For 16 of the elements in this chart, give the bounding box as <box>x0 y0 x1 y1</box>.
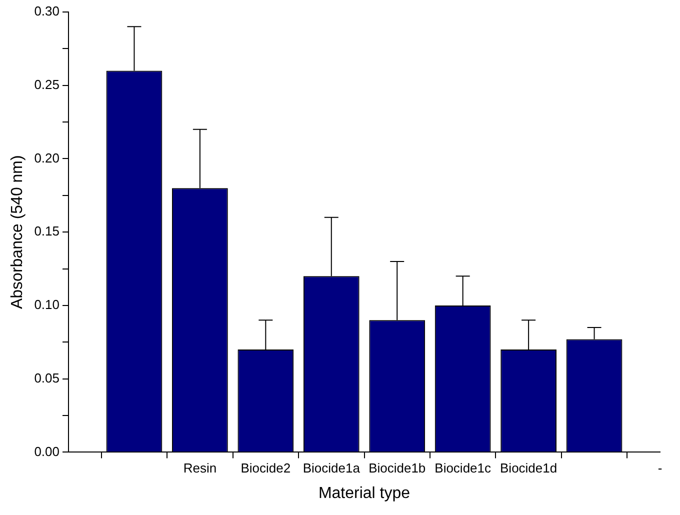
y-tick-label: 0.15 <box>34 224 60 239</box>
x-axis-title: Material type <box>318 484 410 502</box>
x-tick-label: Biocide1a <box>302 460 361 476</box>
y-tick-label: 0.30 <box>34 4 60 19</box>
x-tick-label: Biocide1b <box>368 460 426 476</box>
x-tick-label: Resin <box>183 460 217 476</box>
y-tick-label: 0.25 <box>34 76 60 92</box>
y-tick-label: 0.20 <box>34 150 60 166</box>
x-tick-label: Biocide1d <box>500 460 558 476</box>
x-tick-label: - <box>658 460 662 476</box>
y-tick-label: 0.00 <box>34 444 60 459</box>
y-tick-label: 0.05 <box>34 370 60 386</box>
y-axis-title: Absorbance (540 nm) <box>9 155 26 310</box>
x-tick-label: Biocide2 <box>240 460 291 476</box>
y-tick-label: 0.10 <box>34 297 60 312</box>
x-tick-label: Biocide1c <box>434 460 492 476</box>
